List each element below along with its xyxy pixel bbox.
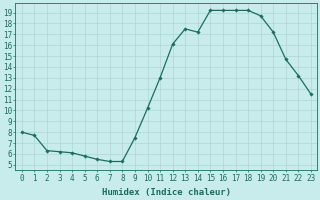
X-axis label: Humidex (Indice chaleur): Humidex (Indice chaleur) <box>102 188 231 197</box>
